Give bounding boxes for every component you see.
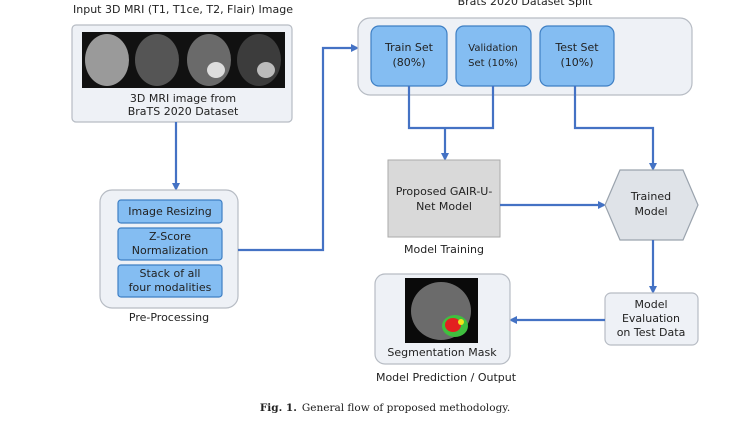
step-box bbox=[117, 264, 223, 298]
step-label: Image Resizing bbox=[128, 205, 211, 218]
input-caption: 3D MRI image from bbox=[130, 92, 236, 105]
set-box bbox=[455, 25, 532, 87]
arrow bbox=[573, 86, 657, 171]
training-label: Model Training bbox=[404, 243, 484, 256]
figure-number: Fig. 1. bbox=[260, 402, 297, 414]
split-title: Brats 2020 Dataset Split bbox=[458, 0, 593, 8]
evaluation-label: Evaluation bbox=[622, 312, 680, 325]
trained-label: Trained bbox=[630, 190, 671, 203]
arrow bbox=[238, 44, 359, 252]
preprocessing-label: Pre-Processing bbox=[129, 311, 209, 324]
step-label: four modalities bbox=[129, 281, 212, 294]
figure-text: General flow of proposed methodology. bbox=[302, 402, 510, 414]
set-label: Validation bbox=[468, 43, 517, 54]
evaluation-label: Model bbox=[634, 298, 667, 311]
mri-images bbox=[82, 32, 285, 88]
step-box bbox=[117, 199, 223, 224]
step-label: Normalization bbox=[132, 244, 208, 257]
set-label: Test Set bbox=[554, 41, 599, 54]
input-title: Input 3D MRI (T1, T1ce, T2, Flair) Image bbox=[73, 3, 293, 16]
set-label: (10%) bbox=[560, 56, 593, 69]
segmentation-image bbox=[405, 278, 478, 343]
set-label: Set (10%) bbox=[468, 58, 518, 69]
step-label: Z-Score bbox=[149, 230, 191, 243]
step-label: Stack of all bbox=[140, 267, 201, 280]
evaluation-label: on Test Data bbox=[617, 326, 686, 339]
trained-model-shape bbox=[604, 169, 699, 241]
set-box bbox=[539, 25, 615, 87]
figure-caption: Fig. 1. General flow of proposed methodol… bbox=[260, 402, 510, 414]
output-label: Model Prediction / Output bbox=[376, 371, 517, 384]
set-label: Train Set bbox=[384, 41, 434, 54]
trained-label: Model bbox=[634, 205, 667, 218]
connector bbox=[407, 86, 495, 130]
input-caption: BraTS 2020 Dataset bbox=[128, 105, 239, 118]
step-box bbox=[117, 227, 223, 261]
model-box bbox=[387, 159, 501, 238]
model-label: Net Model bbox=[416, 200, 472, 213]
set-label: (80%) bbox=[392, 56, 425, 69]
model-label: Proposed GAIR-U- bbox=[396, 185, 493, 198]
output-caption: Segmentation Mask bbox=[387, 346, 497, 359]
